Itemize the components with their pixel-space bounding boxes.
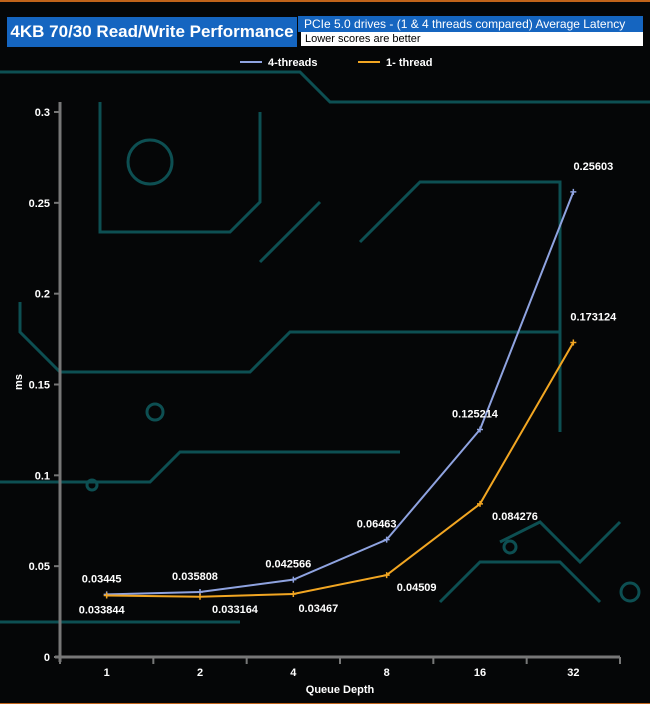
circuit-trace [18,302,560,374]
data-label: 0.042566 [265,559,311,571]
x-tick-label: 32 [567,667,579,679]
data-label: 0.033844 [79,605,126,617]
series-line-4-threads [106,191,575,596]
data-point-marker [103,592,110,599]
data-point-marker [570,188,577,195]
chart-title: 4KB 70/30 Read/Write Performance [7,17,297,47]
data-point-marker [290,576,297,583]
circuit-trace [358,180,562,432]
data-label: 0.25603 [573,161,613,173]
chart-note: Lower scores are better [301,32,643,46]
circuit-pad [145,402,165,422]
data-label: 0.06463 [357,519,397,531]
data-point-marker [477,426,483,433]
y-tick-label: 0.15 [29,380,50,392]
circuit-pad [502,539,518,555]
chart-subtitle: PCIe 5.0 drives - (1 & 4 threads compare… [298,16,643,32]
data-label: 0.035808 [172,571,218,583]
circuit-pad [126,138,174,186]
data-point-marker [290,591,297,598]
data-label: 0.033164 [212,604,259,616]
data-label: 0.173124 [570,311,617,323]
data-label: 0.084276 [492,511,538,523]
y-tick-label: 0.05 [29,561,50,573]
data-label: 0.03445 [82,573,122,585]
circuit-pad [619,581,641,603]
circuit-trace [438,560,602,604]
circuit-trace [258,200,322,264]
legend-label: 4-threads [268,57,318,69]
x-tick-label: 8 [384,667,390,679]
circuit-trace [499,520,622,565]
data-label: 0.03467 [298,603,338,615]
series-line-1-thread [106,341,575,598]
x-tick-label: 2 [197,667,203,679]
x-axis-title: Queue Depth [306,684,375,696]
data-point-marker [477,500,483,507]
legend-label: 1- thread [386,57,432,69]
data-label: 0.04509 [397,582,437,594]
x-tick-label: 16 [474,667,486,679]
x-tick-label: 1 [104,667,110,679]
circuit-trace [98,102,262,234]
y-axis-title: ms [13,374,25,390]
circuit-pad [85,478,99,492]
y-tick-label: 0.3 [35,107,50,119]
data-point-marker [383,536,390,543]
x-tick-label: 4 [290,667,297,679]
y-tick-label: 0.1 [35,470,50,482]
y-tick-label: 0 [44,652,50,664]
y-tick-label: 0.25 [29,198,50,210]
data-point-marker [197,593,203,600]
data-point-marker [383,572,390,579]
data-label: 0.125214 [452,409,499,421]
data-point-marker [570,339,577,346]
circuit-trace [0,70,650,104]
circuit-trace [0,450,400,484]
y-tick-label: 0.2 [35,289,50,301]
